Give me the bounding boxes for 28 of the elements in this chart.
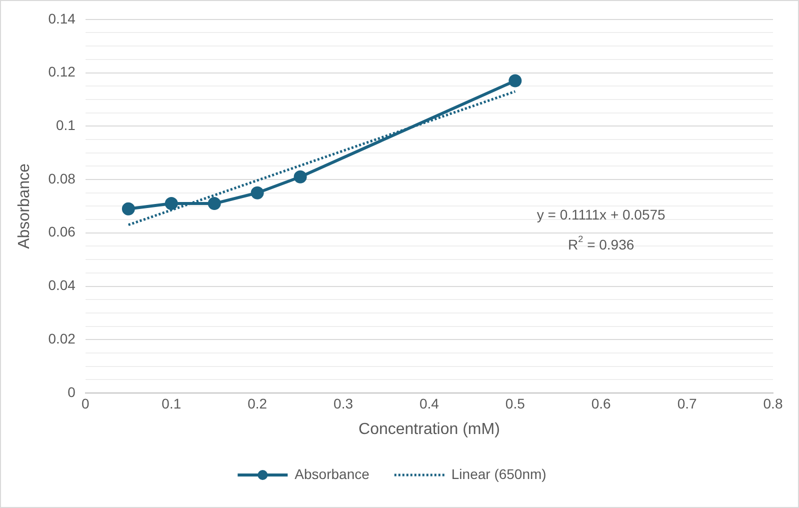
y-tick-label: 0.14 xyxy=(48,10,76,26)
x-tick-label: 0.4 xyxy=(419,395,440,412)
point xyxy=(508,74,522,88)
y-tick-label: 0.06 xyxy=(48,224,76,240)
x-tick-label: 0.3 xyxy=(334,395,354,412)
y-tick-label: 0.1 xyxy=(56,117,76,133)
x-axis-title: Concentration (mM) xyxy=(358,420,500,438)
x-tick-label: 0.2 xyxy=(248,395,268,412)
y-tick-label: 0.12 xyxy=(48,64,76,80)
point xyxy=(250,186,264,200)
y-tick-label: 0.08 xyxy=(48,170,76,186)
x-tick-label: 0.8 xyxy=(763,395,783,412)
y-tick-label: 0.04 xyxy=(48,277,76,294)
x-tick-label: 0.7 xyxy=(677,395,697,412)
point xyxy=(164,197,178,210)
legend-label: Absorbance xyxy=(294,466,370,482)
y-tick-label: 0.02 xyxy=(48,330,76,346)
y-axis-title: Absorbance xyxy=(16,163,34,249)
point xyxy=(208,197,221,210)
x-tick-label: 0.6 xyxy=(591,395,612,412)
point xyxy=(122,202,135,216)
point xyxy=(294,170,307,184)
annotation: y = 0.1111x + 0.0575 xyxy=(536,206,666,222)
x-tick-label: 0.5 xyxy=(505,395,526,412)
y-tick-label: 0 xyxy=(68,384,76,400)
x-tick-label: 0 xyxy=(82,395,90,412)
x-tick-label: 0.1 xyxy=(162,395,182,412)
legend-label: Linear (650nm) xyxy=(451,466,546,482)
